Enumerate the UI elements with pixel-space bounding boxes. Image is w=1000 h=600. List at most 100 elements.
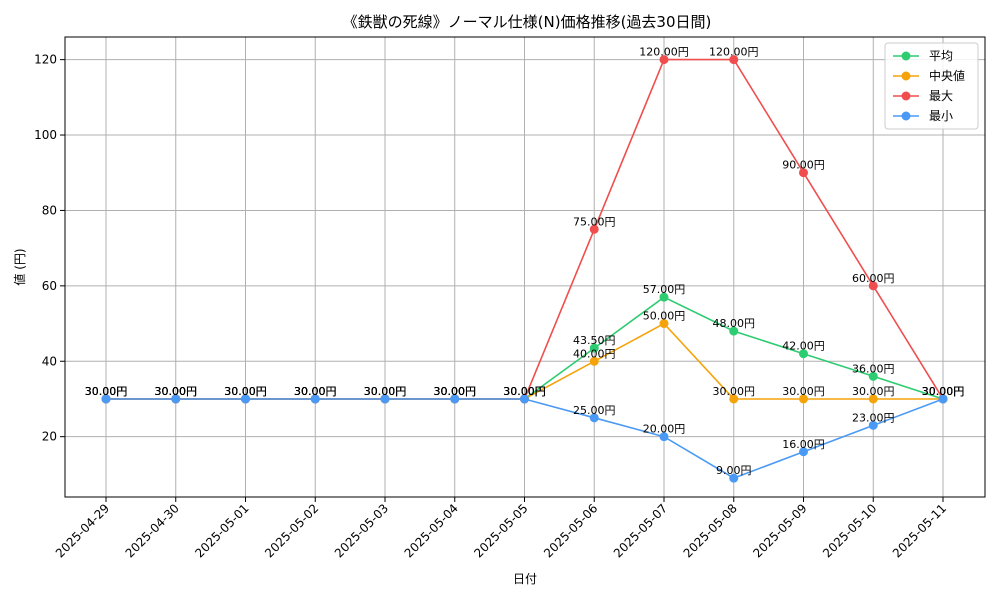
series-point-1 bbox=[868, 394, 878, 404]
data-label-3: 30.00円 bbox=[434, 385, 477, 398]
data-label-2: 90.00円 bbox=[782, 159, 825, 172]
legend-label: 最小 bbox=[929, 109, 953, 123]
data-label-2: 60.00円 bbox=[852, 272, 895, 285]
y-tick-label: 20 bbox=[42, 430, 57, 444]
data-label-2: 30.00円 bbox=[922, 385, 965, 398]
data-label-0: 30.00円 bbox=[922, 385, 965, 398]
x-tick-label: 2025-05-04 bbox=[402, 501, 461, 560]
data-label-1: 50.00円 bbox=[643, 310, 686, 323]
legend-marker bbox=[901, 71, 911, 81]
data-label-3: 16.00円 bbox=[782, 438, 825, 451]
legend-box bbox=[884, 42, 979, 130]
x-tick-label: 2025-05-05 bbox=[471, 501, 530, 560]
data-label-3: 30.00円 bbox=[224, 385, 267, 398]
data-label-1: 30.00円 bbox=[922, 385, 965, 398]
series-point-1 bbox=[799, 394, 808, 404]
data-label-1: 40.00円 bbox=[573, 347, 616, 360]
data-label-1: 30.00円 bbox=[713, 385, 756, 398]
series-point-3 bbox=[659, 432, 669, 442]
data-label-0: 30.00円 bbox=[85, 385, 128, 398]
series-point-3 bbox=[938, 394, 948, 404]
data-label-0: 30.00円 bbox=[224, 385, 267, 398]
data-label-1: 30.00円 bbox=[294, 385, 337, 398]
y-axis-ticks: 20 40 60 80 100 120 bbox=[34, 53, 65, 444]
grid-lines bbox=[65, 37, 985, 497]
y-tick-label: 60 bbox=[42, 279, 57, 293]
series-point-2 bbox=[729, 55, 739, 65]
data-label-0: 30.00円 bbox=[294, 385, 337, 398]
data-label-3: 30.00円 bbox=[503, 385, 546, 398]
legend-marker bbox=[901, 91, 911, 101]
data-label-0: 30.00円 bbox=[434, 385, 477, 398]
series-point-3 bbox=[310, 394, 320, 404]
data-label-1: 30.00円 bbox=[434, 385, 477, 398]
data-label-2: 30.00円 bbox=[434, 385, 477, 398]
x-tick-label: 2025-04-30 bbox=[123, 501, 182, 560]
x-tick-label: 2025-05-03 bbox=[332, 501, 391, 560]
series-point-3 bbox=[589, 413, 599, 423]
data-label-3: 20.00円 bbox=[643, 423, 686, 436]
data-label-1: 30.00円 bbox=[364, 385, 407, 398]
data-label-2: 30.00円 bbox=[294, 385, 337, 398]
data-label-2: 120.00円 bbox=[709, 46, 759, 59]
series-point-3 bbox=[101, 394, 111, 404]
data-label-3: 30.00円 bbox=[364, 385, 407, 398]
data-label-3: 25.00円 bbox=[573, 404, 616, 417]
series-point-0 bbox=[799, 349, 808, 359]
x-tick-label: 2025-05-02 bbox=[262, 501, 321, 560]
data-label-0: 42.00円 bbox=[782, 340, 825, 353]
x-axis-ticks: 2025-04-29 2025-04-30 2025-05-01 2025-05-02… bbox=[53, 497, 949, 560]
y-tick-label: 100 bbox=[34, 128, 57, 142]
y-axis-label: 値 (円) bbox=[12, 248, 27, 285]
x-tick-label: 2025-05-06 bbox=[541, 501, 600, 560]
data-label-3: 9.00円 bbox=[716, 464, 752, 477]
series-point-1 bbox=[659, 319, 669, 329]
series-group bbox=[101, 55, 948, 483]
data-labels: 30.00円 30.00円 30.00円 30.00円 30.00円 30.00円 30.0… bbox=[85, 46, 965, 478]
x-tick-label: 2025-05-10 bbox=[820, 501, 879, 560]
data-label-0: 43.50円 bbox=[573, 334, 616, 347]
data-label-1: 30.00円 bbox=[155, 385, 198, 398]
data-label-1: 30.00円 bbox=[503, 385, 546, 398]
y-tick-label: 40 bbox=[42, 354, 57, 368]
series-point-2 bbox=[799, 168, 808, 178]
series-point-3 bbox=[520, 394, 529, 404]
series-point-1 bbox=[729, 394, 739, 404]
series-point-0 bbox=[868, 371, 878, 381]
legend-marker bbox=[901, 111, 911, 121]
plot-frame bbox=[64, 36, 986, 498]
data-label-0: 57.00円 bbox=[643, 283, 686, 296]
series-point-3 bbox=[450, 394, 460, 404]
data-label-2: 30.00円 bbox=[85, 385, 128, 398]
data-label-2: 30.00円 bbox=[503, 385, 546, 398]
data-label-0: 30.00円 bbox=[155, 385, 198, 398]
legend-marker bbox=[901, 51, 911, 61]
data-label-3: 23.00円 bbox=[852, 411, 895, 424]
data-label-1: 30.00円 bbox=[782, 385, 825, 398]
series-point-0 bbox=[659, 292, 669, 302]
data-label-2: 30.00円 bbox=[364, 385, 407, 398]
data-label-0: 30.00円 bbox=[364, 385, 407, 398]
data-label-3: 30.00円 bbox=[294, 385, 337, 398]
data-label-0: 36.00円 bbox=[852, 362, 895, 375]
series-point-2 bbox=[868, 281, 878, 291]
series-point-2 bbox=[589, 224, 599, 234]
x-tick-label: 2025-05-09 bbox=[750, 501, 809, 560]
x-tick-label: 2025-05-11 bbox=[890, 501, 949, 560]
x-axis-label: 日付 bbox=[513, 572, 537, 586]
series-point-3 bbox=[868, 420, 878, 430]
data-label-1: 30.00円 bbox=[224, 385, 267, 398]
x-tick-label: 2025-05-07 bbox=[611, 501, 670, 560]
data-label-2: 30.00円 bbox=[155, 385, 198, 398]
series-point-3 bbox=[380, 394, 390, 404]
x-tick-label: 2025-04-29 bbox=[53, 501, 112, 560]
chart-title: 《鉄獣の死線》ノーマル仕様(N)価格推移(過去30日間) bbox=[343, 13, 712, 31]
y-tick-label: 120 bbox=[34, 53, 57, 67]
y-tick-label: 80 bbox=[42, 203, 57, 217]
series-point-3 bbox=[241, 394, 250, 404]
data-label-2: 30.00円 bbox=[224, 385, 267, 398]
data-label-0: 30.00円 bbox=[503, 385, 546, 398]
data-label-1: 30.00円 bbox=[85, 385, 128, 398]
